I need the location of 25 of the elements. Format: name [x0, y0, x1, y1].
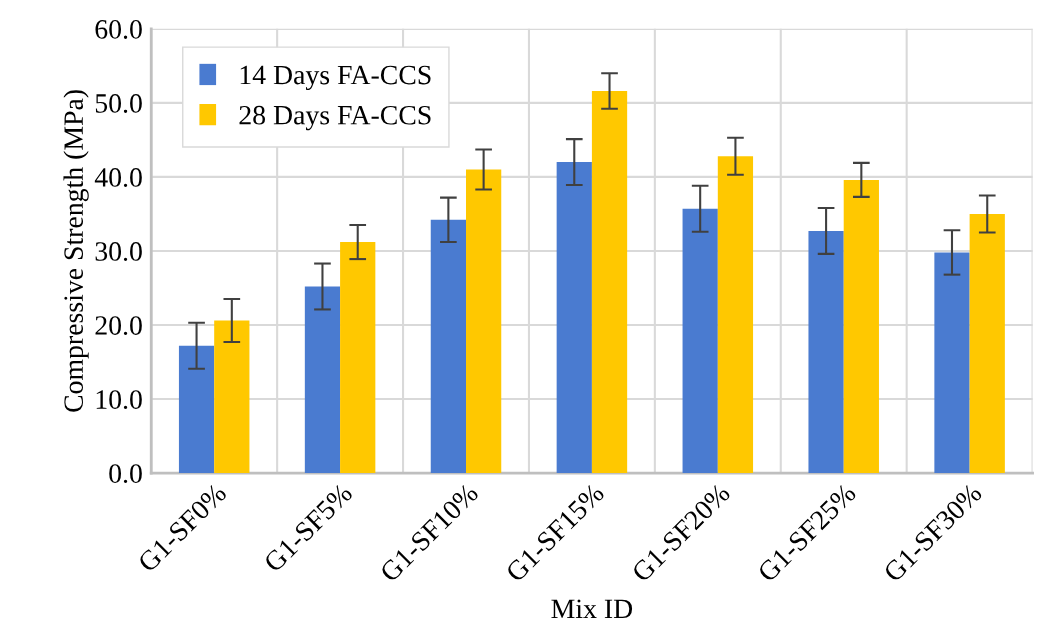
bar [969, 213, 1005, 474]
bar [682, 208, 718, 474]
y-tick-label: 0.0 [109, 464, 142, 484]
legend-label: 28 Days FA-CCS [239, 105, 431, 131]
y-tick-label: 10.0 [96, 390, 142, 410]
y-tick-label: 60.0 [95, 20, 142, 39]
y-tick-label: 50.0 [95, 94, 142, 113]
bar [430, 219, 466, 474]
bar [717, 156, 754, 474]
y-tick-label: 40.0 [94, 168, 142, 187]
bar [466, 169, 502, 474]
x-axis-title: Mix ID [551, 599, 633, 619]
bar [304, 286, 341, 474]
bar [843, 179, 879, 474]
y-tick-label: 20.0 [95, 316, 142, 336]
bar [556, 162, 592, 474]
bar [934, 252, 970, 474]
legend-label: 14 Days FA-CCS [240, 65, 431, 91]
y-tick-label: 30.0 [95, 242, 142, 261]
bar [178, 345, 215, 474]
bar [591, 91, 628, 474]
y-axis-title: Compressive Strength (MPa) [63, 90, 89, 412]
bar [808, 230, 844, 474]
bar [340, 242, 376, 474]
bar [214, 320, 250, 474]
